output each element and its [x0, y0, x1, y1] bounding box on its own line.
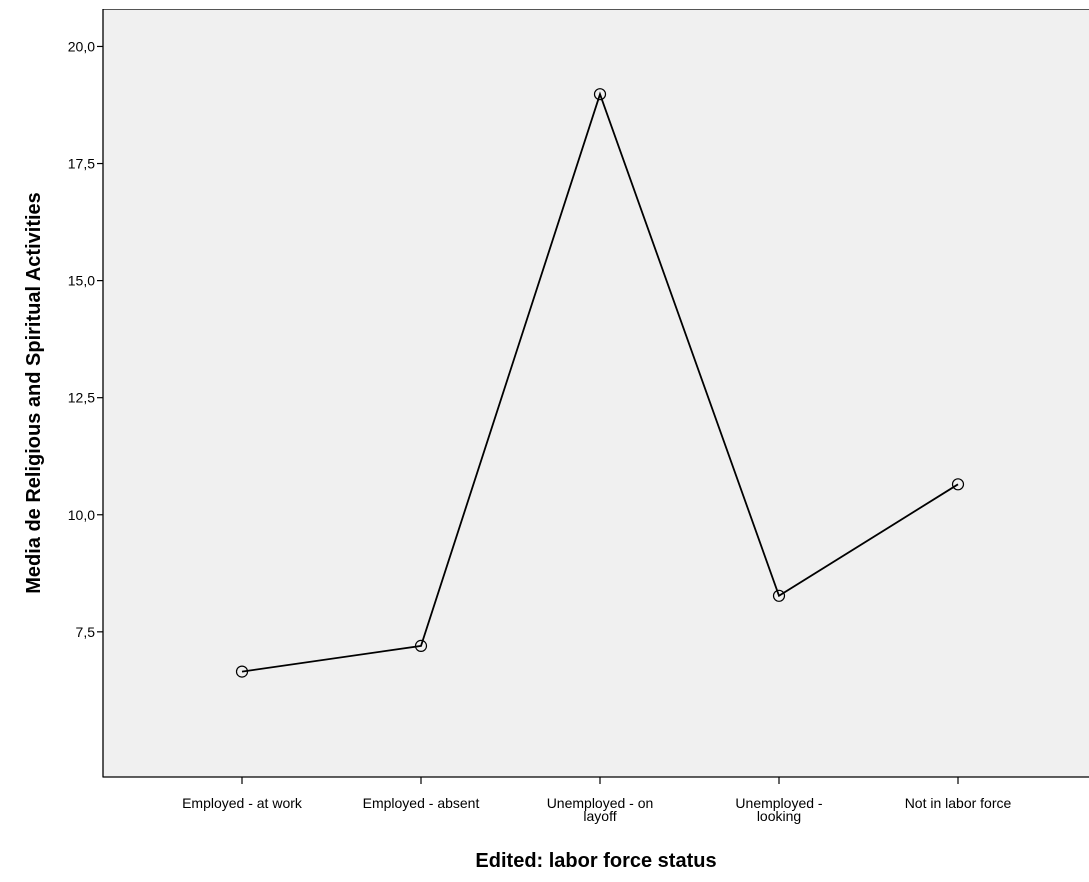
x-tick-label: Unemployed -looking [735, 795, 822, 824]
data-point-marker [593, 88, 607, 101]
x-axis-title: Edited: labor force status [475, 850, 716, 872]
x-tick-label: Employed - absent [363, 795, 480, 811]
x-tick-label: Employed - at work [182, 795, 303, 811]
series-line [241, 91, 959, 673]
data-point-marker [414, 639, 428, 653]
data-point-marker [772, 589, 786, 602]
y-tick-label: 17,5 [68, 156, 95, 172]
y-tick-label: 15,0 [68, 273, 95, 289]
x-tick-label: Unemployed - on layoff [547, 795, 654, 824]
y-tick-label: 12,5 [68, 390, 95, 406]
series-layer [235, 88, 965, 678]
data-point-marker [235, 665, 249, 678]
plot-area [103, 9, 1089, 777]
y-tick-label: 20,0 [68, 38, 95, 54]
y-axis: 7,5 10,0 12,5 15,0 17,5 20,0 [68, 9, 104, 778]
x-tick-label: Not in labor force [905, 795, 1012, 811]
y-tick-label: 7,5 [76, 624, 96, 640]
data-point-marker [951, 478, 965, 491]
y-axis-title: Media de Religious and Spiritual Activit… [23, 192, 45, 594]
x-axis: Employed - at work Employed - absent Unemp… [103, 776, 1089, 824]
y-tick-label: 10,0 [68, 507, 95, 523]
